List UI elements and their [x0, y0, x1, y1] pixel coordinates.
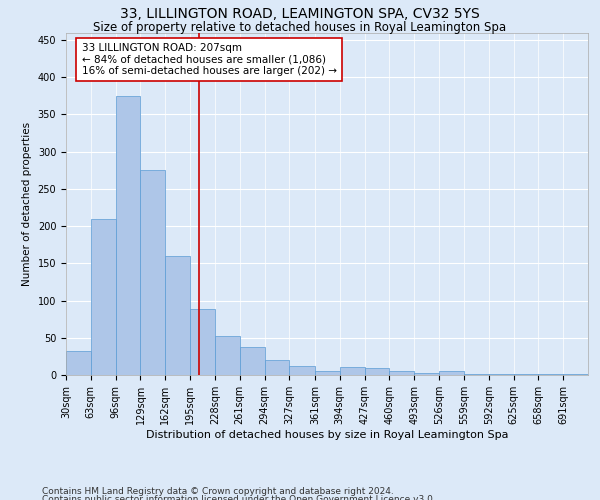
Text: Contains public sector information licensed under the Open Government Licence v3: Contains public sector information licen… — [42, 495, 436, 500]
Bar — [489, 374, 514, 375]
Bar — [215, 336, 240, 375]
Bar — [464, 374, 489, 375]
X-axis label: Distribution of detached houses by size in Royal Leamington Spa: Distribution of detached houses by size … — [146, 430, 508, 440]
Bar — [265, 360, 289, 375]
Bar — [414, 373, 439, 375]
Text: Contains HM Land Registry data © Crown copyright and database right 2024.: Contains HM Land Registry data © Crown c… — [42, 488, 394, 496]
Bar — [563, 374, 588, 375]
Bar — [66, 351, 91, 375]
Text: Size of property relative to detached houses in Royal Leamington Spa: Size of property relative to detached ho… — [94, 21, 506, 34]
Bar — [240, 346, 265, 375]
Bar — [289, 366, 315, 375]
Bar — [116, 96, 140, 375]
Bar — [365, 368, 389, 375]
Bar — [340, 367, 365, 375]
Bar — [91, 218, 116, 375]
Bar — [439, 372, 464, 375]
Bar — [389, 372, 414, 375]
Bar — [538, 374, 563, 375]
Bar — [315, 370, 340, 375]
Y-axis label: Number of detached properties: Number of detached properties — [22, 122, 32, 286]
Bar — [514, 374, 538, 375]
Bar — [165, 256, 190, 375]
Text: 33 LILLINGTON ROAD: 207sqm
← 84% of detached houses are smaller (1,086)
16% of s: 33 LILLINGTON ROAD: 207sqm ← 84% of deta… — [82, 43, 337, 76]
Bar — [140, 170, 165, 375]
Text: 33, LILLINGTON ROAD, LEAMINGTON SPA, CV32 5YS: 33, LILLINGTON ROAD, LEAMINGTON SPA, CV3… — [120, 8, 480, 22]
Bar — [190, 310, 215, 375]
